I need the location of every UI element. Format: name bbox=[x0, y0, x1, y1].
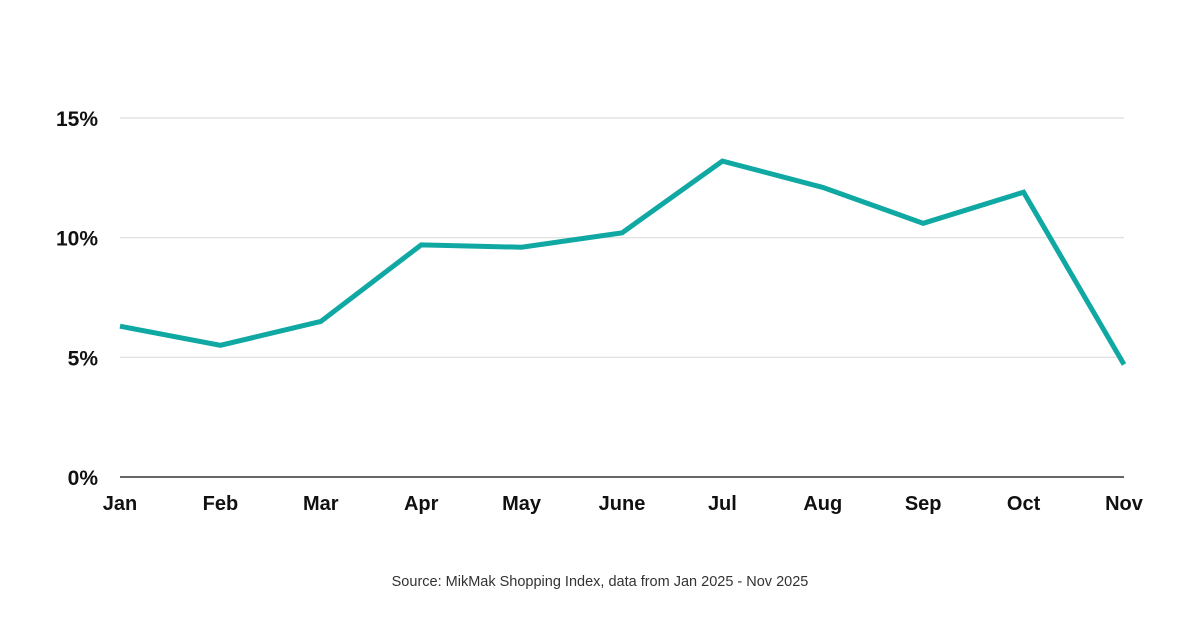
x-tick-label: Apr bbox=[404, 493, 439, 515]
x-tick-label: Jul bbox=[708, 493, 737, 515]
x-tick-label: Jan bbox=[103, 493, 137, 515]
x-tick-label: June bbox=[599, 493, 646, 515]
y-tick-label: 5% bbox=[68, 347, 99, 370]
y-axis-ticks: 0% 5% 10% 15% bbox=[56, 108, 98, 490]
source-note: Source: MikMak Shopping Index, data from… bbox=[391, 574, 809, 590]
x-tick-label: Mar bbox=[303, 493, 339, 515]
y-tick-label: 0% bbox=[68, 467, 99, 490]
x-axis-ticks: Jan Feb Mar Apr May June Jul Aug Sep Oct Nov bbox=[103, 493, 1144, 515]
x-tick-label: Sep bbox=[905, 493, 942, 515]
y-tick-label: 15% bbox=[56, 108, 98, 131]
x-tick-label: Nov bbox=[1105, 493, 1144, 515]
x-tick-label: May bbox=[502, 493, 542, 515]
gridlines bbox=[120, 117, 1124, 358]
x-tick-label: Aug bbox=[803, 493, 842, 515]
y-tick-label: 10% bbox=[56, 228, 98, 251]
x-tick-label: Oct bbox=[1007, 493, 1041, 515]
x-tick-label: Feb bbox=[203, 493, 239, 515]
data-line bbox=[119, 158, 1127, 366]
